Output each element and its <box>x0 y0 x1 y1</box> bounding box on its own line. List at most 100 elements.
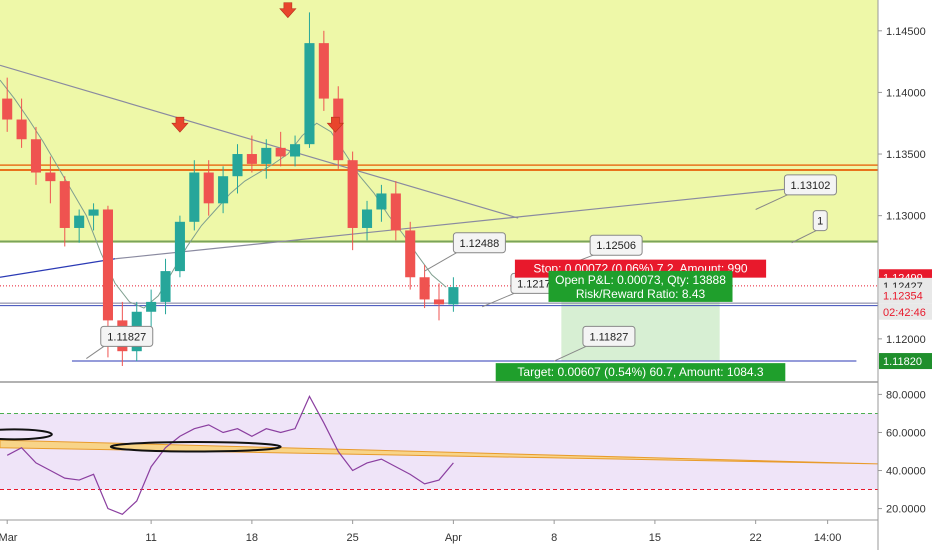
candle-body <box>218 176 229 204</box>
candle <box>59 176 70 247</box>
callout-label: 1.11827 <box>589 331 628 343</box>
target-label-text: Target: 0.00607 (0.54%) 60.7, Amount: 10… <box>517 365 763 379</box>
candle <box>189 160 200 231</box>
pnl-label[interactable]: Open P&L: 0.00073, Qty: 13888Risk/Reward… <box>548 270 733 302</box>
price-pane[interactable]: 1.11827 1.12488 1.12506 1.12175 1.11827 1.131… <box>0 0 878 382</box>
price-tag-bg <box>879 353 932 370</box>
target-label[interactable]: Target: 0.00607 (0.54%) 60.7, Amount: 10… <box>495 363 786 382</box>
callout-label: 1.13102 <box>791 180 831 192</box>
price-callout-1[interactable]: 1.11827 <box>86 325 154 359</box>
candle <box>16 98 27 148</box>
candle-body <box>146 301 157 312</box>
candle <box>174 215 185 278</box>
candle <box>290 135 301 167</box>
down-arrow-marker-3 <box>326 116 345 133</box>
price-callout-7[interactable]: 1 <box>791 210 828 244</box>
price-tick-label: 1.12000 <box>886 334 926 346</box>
candle <box>232 144 243 194</box>
price-callout-2[interactable]: 1.12488 <box>424 232 506 272</box>
candle-body <box>448 287 459 305</box>
risk-reward-text: Risk/Reward Ratio: 8.43 <box>576 287 706 301</box>
candle-body <box>74 215 85 228</box>
callout-label: 1 <box>817 216 823 228</box>
rsi-ellipse-2[interactable] <box>109 440 282 453</box>
candle <box>376 184 387 222</box>
candle <box>218 166 229 214</box>
time-tick-label: 18 <box>246 532 258 544</box>
price-tag[interactable]: 1.11820 <box>879 353 932 370</box>
candle <box>30 126 42 185</box>
callout-pointer <box>481 292 515 308</box>
time-tick-label: 22 <box>750 532 762 544</box>
rsi-triangle-pattern[interactable] <box>0 439 879 465</box>
candle <box>361 200 373 241</box>
callout-box <box>582 325 636 347</box>
rsi-tick-label: 60.0000 <box>886 427 926 439</box>
rsi-tick-label: 80.0000 <box>886 389 926 401</box>
candle <box>304 12 315 148</box>
callout-pointer <box>791 230 817 244</box>
time-tick-label: 11 <box>145 532 156 544</box>
trendline-1[interactable] <box>0 64 519 219</box>
callout-pointer <box>755 194 788 210</box>
time-axis[interactable]: Mar 11 18 25 Apr 8 15 22 14:00 <box>0 519 878 544</box>
callout-pointer <box>553 345 587 362</box>
time-tick-label: 14:00 <box>814 532 842 544</box>
trendline-2[interactable] <box>0 258 116 278</box>
candle <box>261 139 272 179</box>
price-tag-text: 02:42:46 <box>883 307 926 319</box>
candle-body <box>59 181 70 228</box>
time-tick-label: 8 <box>551 532 557 544</box>
candle-body <box>160 271 171 302</box>
candle-body <box>102 209 113 321</box>
candle <box>433 283 445 321</box>
down-arrow-marker-2 <box>171 116 189 133</box>
resistance-zone[interactable] <box>0 0 878 243</box>
candle-body <box>88 209 99 216</box>
price-tag-text: 1.11820 <box>883 356 922 368</box>
candle-body <box>419 277 430 300</box>
callout-pointer <box>424 252 457 272</box>
candle-body <box>246 154 257 164</box>
callout-box <box>452 232 506 254</box>
price-tick-label: 1.13500 <box>886 149 926 161</box>
candle <box>203 160 214 216</box>
time-tick-label: Mar <box>0 532 18 544</box>
price-callout-5[interactable]: 1.11827 <box>553 325 636 362</box>
candle-body <box>203 172 214 204</box>
candle-body <box>189 172 200 222</box>
price-callout-3[interactable]: 1.12506 <box>561 234 643 268</box>
candle-body <box>390 193 401 231</box>
candle-body <box>290 144 301 157</box>
candle <box>246 135 257 173</box>
candle <box>390 181 401 241</box>
price-tag[interactable]: 02:42:46 <box>879 303 932 320</box>
price-tick-label: 1.14000 <box>886 87 926 99</box>
candle-body <box>30 139 42 173</box>
callout-label: 1.12488 <box>460 238 500 250</box>
candle <box>160 258 171 315</box>
candle <box>2 77 13 132</box>
price-callout-6[interactable]: 1.13102 <box>755 174 837 210</box>
candle-body <box>347 160 358 228</box>
price-tag-text: 1.12354 <box>883 291 923 303</box>
price-tag[interactable]: 1.12354 <box>879 287 932 304</box>
candle-body <box>261 147 272 164</box>
candle-body <box>16 119 27 140</box>
callout-box <box>589 234 643 256</box>
candle <box>405 221 416 290</box>
candle-body <box>232 154 243 177</box>
time-tick-label: 25 <box>347 532 359 544</box>
rsi-pane[interactable] <box>0 394 879 515</box>
price-tick-label: 1.14500 <box>886 26 926 38</box>
rsi-ellipse-1[interactable] <box>0 428 53 441</box>
candle-body <box>361 209 373 228</box>
trendline-3[interactable] <box>115 187 792 260</box>
candle <box>448 277 459 312</box>
price-axis[interactable]: 1.145001.140001.135001.130001.125001.120… <box>877 0 932 550</box>
callout-box <box>812 210 828 232</box>
candle <box>347 151 358 251</box>
rsi-axis[interactable]: 80.0000 60.0000 40.0000 20.0000 <box>878 389 926 516</box>
